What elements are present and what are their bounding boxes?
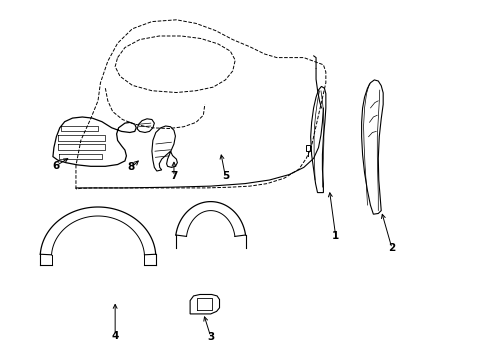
Polygon shape — [306, 145, 310, 151]
Text: 5: 5 — [222, 171, 229, 181]
Text: 3: 3 — [207, 332, 214, 342]
Polygon shape — [190, 294, 220, 314]
Text: 6: 6 — [53, 161, 60, 171]
Polygon shape — [152, 126, 177, 171]
Text: 8: 8 — [128, 162, 135, 172]
Polygon shape — [53, 117, 136, 166]
Text: 7: 7 — [170, 171, 178, 181]
Text: 1: 1 — [332, 231, 339, 241]
Text: 2: 2 — [389, 243, 395, 253]
Polygon shape — [137, 119, 154, 132]
Polygon shape — [362, 80, 383, 214]
Text: 4: 4 — [111, 330, 119, 341]
Polygon shape — [311, 86, 326, 193]
